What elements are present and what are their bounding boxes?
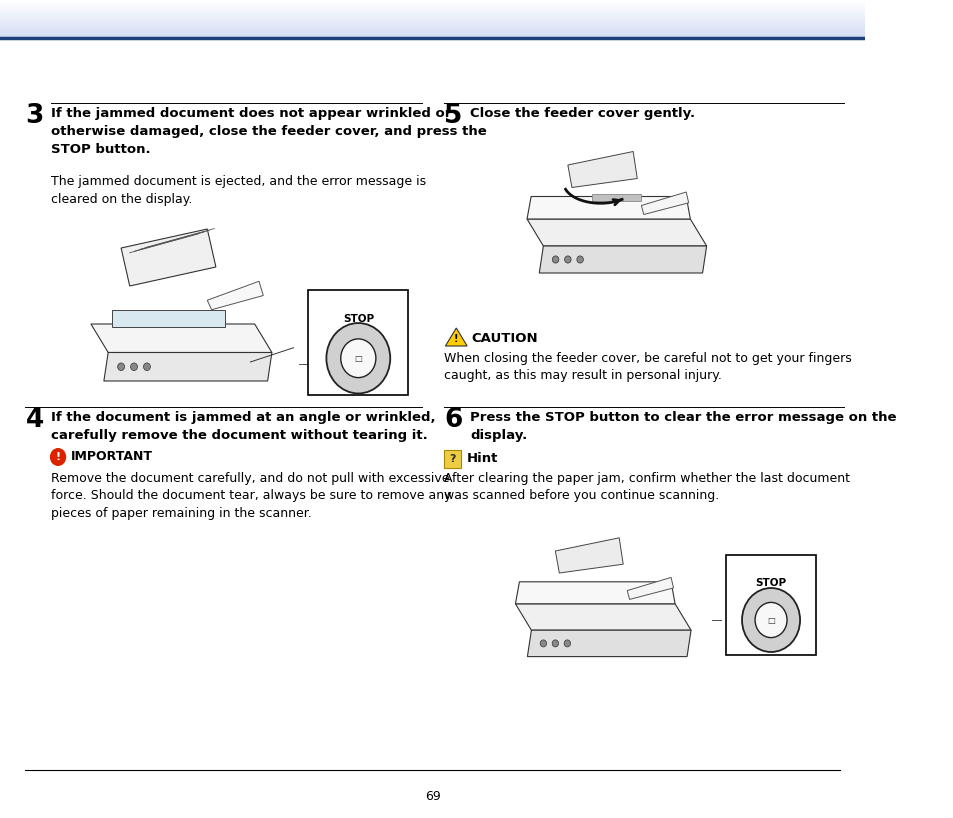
- Text: □: □: [354, 353, 362, 362]
- Circle shape: [117, 363, 125, 371]
- Polygon shape: [104, 353, 272, 381]
- Text: □: □: [766, 615, 774, 624]
- Polygon shape: [207, 281, 263, 310]
- Bar: [0, 9, 864, 10]
- Bar: [592, 194, 640, 201]
- Bar: [0, 37, 864, 38]
- Bar: [0, 20, 864, 21]
- Text: If the document is jammed at an angle or wrinkled,
carefully remove the document: If the document is jammed at an angle or…: [51, 411, 435, 442]
- Bar: [0, 1, 864, 2]
- Polygon shape: [445, 328, 467, 346]
- Polygon shape: [626, 578, 673, 600]
- Polygon shape: [640, 192, 688, 214]
- Text: Close the feeder cover gently.: Close the feeder cover gently.: [470, 107, 695, 120]
- Bar: [0, 3, 864, 4]
- Text: Remove the document carefully, and do not pull with excessive
force. Should the : Remove the document carefully, and do no…: [51, 472, 451, 520]
- Circle shape: [552, 640, 558, 647]
- Text: 3: 3: [26, 103, 44, 129]
- Bar: [0, 29, 864, 30]
- Bar: [0, 17, 864, 18]
- Circle shape: [326, 323, 390, 393]
- Bar: [0, 27, 864, 28]
- Polygon shape: [526, 196, 690, 219]
- Text: CAUTION: CAUTION: [471, 332, 537, 345]
- Bar: [0, 21, 864, 22]
- Circle shape: [131, 363, 137, 371]
- Bar: [308, 290, 408, 395]
- Text: 6: 6: [444, 407, 462, 433]
- Text: 69: 69: [424, 790, 440, 803]
- Text: !: !: [454, 334, 458, 344]
- Text: Hint: Hint: [466, 452, 497, 465]
- Bar: [0, 11, 864, 12]
- Polygon shape: [567, 151, 637, 187]
- Bar: [0, 26, 864, 27]
- Bar: [0, 28, 864, 29]
- Bar: [0, 4, 864, 5]
- Bar: [0, 25, 864, 26]
- Text: When closing the feeder cover, be careful not to get your fingers
caught, as thi: When closing the feeder cover, be carefu…: [444, 352, 851, 383]
- Circle shape: [552, 256, 558, 263]
- Text: After clearing the paper jam, confirm whether the last document
was scanned befo: After clearing the paper jam, confirm wh…: [444, 472, 850, 502]
- Circle shape: [143, 363, 151, 371]
- Circle shape: [741, 588, 800, 652]
- Bar: [0, 16, 864, 17]
- Text: 5: 5: [444, 103, 462, 129]
- Text: STOP: STOP: [342, 314, 374, 325]
- Bar: [0, 7, 864, 8]
- Bar: [0, 6, 864, 7]
- Bar: [0, 19, 864, 20]
- Bar: [0, 2, 864, 3]
- Bar: [0, 35, 864, 36]
- Polygon shape: [527, 630, 690, 657]
- Bar: [0, 32, 864, 33]
- Bar: [0, 22, 864, 23]
- Bar: [112, 310, 224, 327]
- Circle shape: [563, 640, 570, 647]
- Polygon shape: [515, 604, 690, 630]
- Text: Press the STOP button to clear the error message on the
display.: Press the STOP button to clear the error…: [470, 411, 896, 442]
- Bar: [0, 10, 864, 11]
- Bar: [0, 12, 864, 13]
- Bar: [0, 18, 864, 19]
- Bar: [0, 31, 864, 32]
- Bar: [0, 36, 864, 37]
- Polygon shape: [538, 246, 706, 273]
- Bar: [0, 34, 864, 35]
- Bar: [0, 23, 864, 24]
- Text: STOP: STOP: [755, 578, 786, 588]
- Polygon shape: [91, 324, 272, 353]
- Bar: [444, 450, 460, 468]
- Circle shape: [340, 339, 375, 378]
- Text: The jammed document is ejected, and the error message is
cleared on the display.: The jammed document is ejected, and the …: [51, 175, 425, 205]
- Text: ?: ?: [449, 454, 456, 464]
- Bar: [0, 5, 864, 6]
- Bar: [0, 15, 864, 16]
- Bar: [0, 24, 864, 25]
- Circle shape: [539, 640, 546, 647]
- Bar: [0, 30, 864, 31]
- Polygon shape: [121, 229, 215, 286]
- Bar: [0, 0, 864, 1]
- Circle shape: [577, 256, 583, 263]
- Bar: [0, 33, 864, 34]
- Text: 4: 4: [26, 407, 44, 433]
- Bar: [725, 555, 816, 655]
- Bar: [0, 13, 864, 14]
- Bar: [0, 14, 864, 15]
- Circle shape: [755, 602, 786, 637]
- Text: IMPORTANT: IMPORTANT: [71, 451, 152, 464]
- Text: If the jammed document does not appear wrinkled or
otherwise damaged, close the : If the jammed document does not appear w…: [51, 107, 486, 156]
- Polygon shape: [526, 219, 706, 246]
- Circle shape: [564, 256, 571, 263]
- Bar: [0, 8, 864, 9]
- Circle shape: [50, 448, 66, 466]
- Polygon shape: [555, 537, 622, 573]
- Text: !: !: [55, 452, 61, 462]
- Polygon shape: [515, 582, 675, 604]
